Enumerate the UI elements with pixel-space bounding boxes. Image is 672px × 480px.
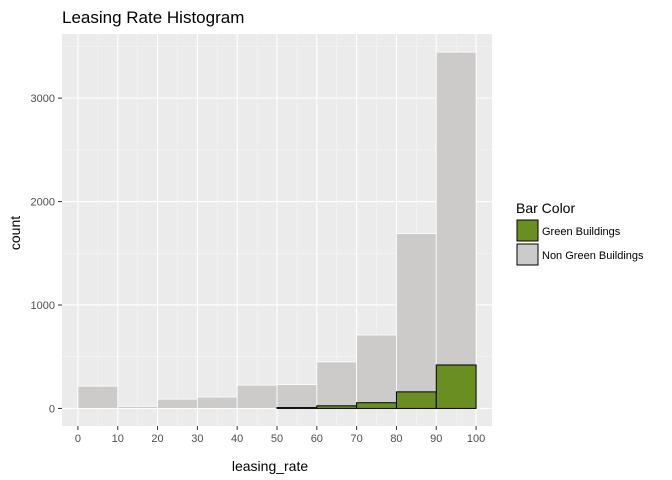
legend: Bar Color Green Buildings Non Green Build… [516,200,644,266]
x-tick-label: 50 [271,433,283,445]
x-tick-label: 90 [430,433,442,445]
x-tick-label: 70 [351,433,363,445]
bar-non-green-buildings [196,396,238,409]
legend-key-green-buildings [516,219,539,242]
bar-non-green-buildings [236,384,278,409]
bar-green-buildings [395,391,437,409]
legend-label-non-green-buildings: Non Green Buildings [542,250,644,262]
y-tick-label: 2000 [31,197,55,209]
bar-non-green-buildings [117,405,158,409]
bar-green-buildings [435,364,477,409]
x-tick-label: 20 [151,433,163,445]
y-tick-label: 1000 [31,300,55,312]
legend-title: Bar Color [516,200,575,216]
y-tick-label: 0 [49,403,55,415]
x-tick-label: 100 [467,433,485,445]
legend-key-non-green-buildings [516,243,539,266]
x-tick-label: 60 [311,433,323,445]
x-tick-label: 10 [112,433,124,445]
x-axis-title: leasing_rate [232,458,308,474]
x-tick-label: 0 [75,433,81,445]
y-tick-label: 3000 [31,93,55,105]
bar-non-green-buildings [157,398,198,409]
legend-label-green-buildings: Green Buildings [542,226,621,238]
y-axis-title: count [7,216,23,250]
bar-non-green-buildings [276,384,318,409]
x-tick-label: 30 [191,433,203,445]
bar-non-green-buildings [396,233,437,409]
bar-green-buildings [316,405,358,409]
bar-non-green-buildings [77,385,119,409]
chart-title: Leasing Rate Histogram [62,8,244,27]
bar-non-green-buildings [356,334,397,409]
bar-green-buildings [356,402,397,409]
bar-green-buildings [276,407,318,409]
bar-non-green-buildings [435,51,477,409]
bar-non-green-buildings [316,361,358,409]
x-tick-label: 80 [390,433,402,445]
x-tick-label: 40 [231,433,243,445]
